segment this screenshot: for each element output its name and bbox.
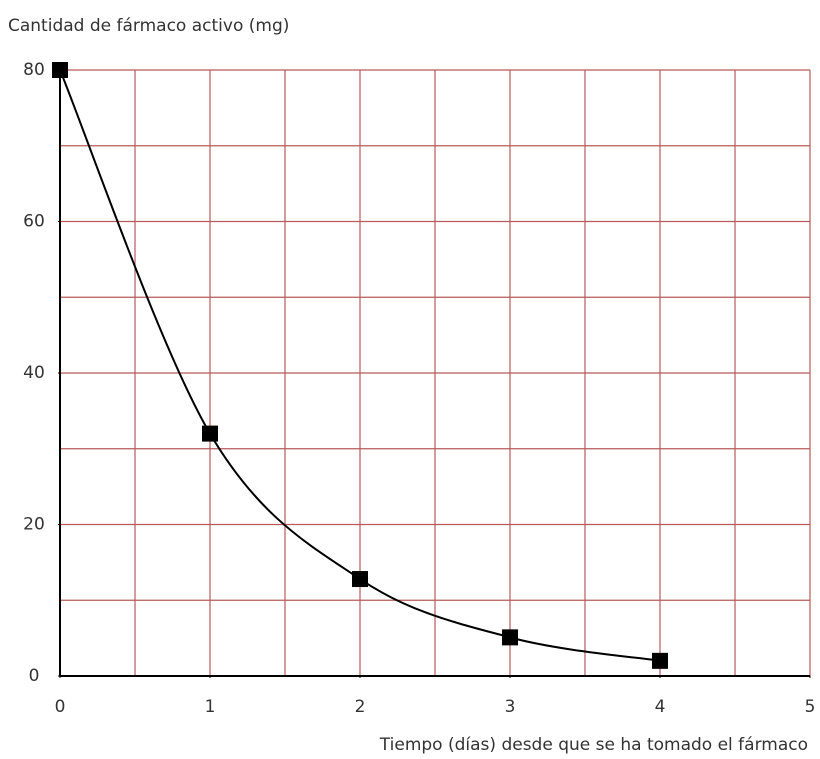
y-tick-label: 60 [23,212,45,232]
y-tick-label: 80 [23,60,45,80]
marker [502,629,518,646]
marker [52,62,68,78]
line [59,69,661,662]
y-tick-label: 40 [23,363,45,383]
x-tick-label: 3 [505,697,516,717]
x-tick-label: 0 [55,697,66,717]
x-tick-label: 4 [655,697,666,717]
x-tick-label: 5 [805,697,816,717]
x-tick-label: 2 [355,697,366,717]
y-tick-label: 0 [29,666,40,686]
y-tick-label: 20 [23,515,45,535]
marker [652,652,668,669]
x-tick-label: 1 [205,697,216,717]
marker [352,571,368,588]
marker [202,425,218,442]
x-axis-label: Tiempo (días) desde que se ha tomado el … [379,735,808,755]
y-axis-label: Cantidad de fármaco activo (mg) [8,16,289,36]
